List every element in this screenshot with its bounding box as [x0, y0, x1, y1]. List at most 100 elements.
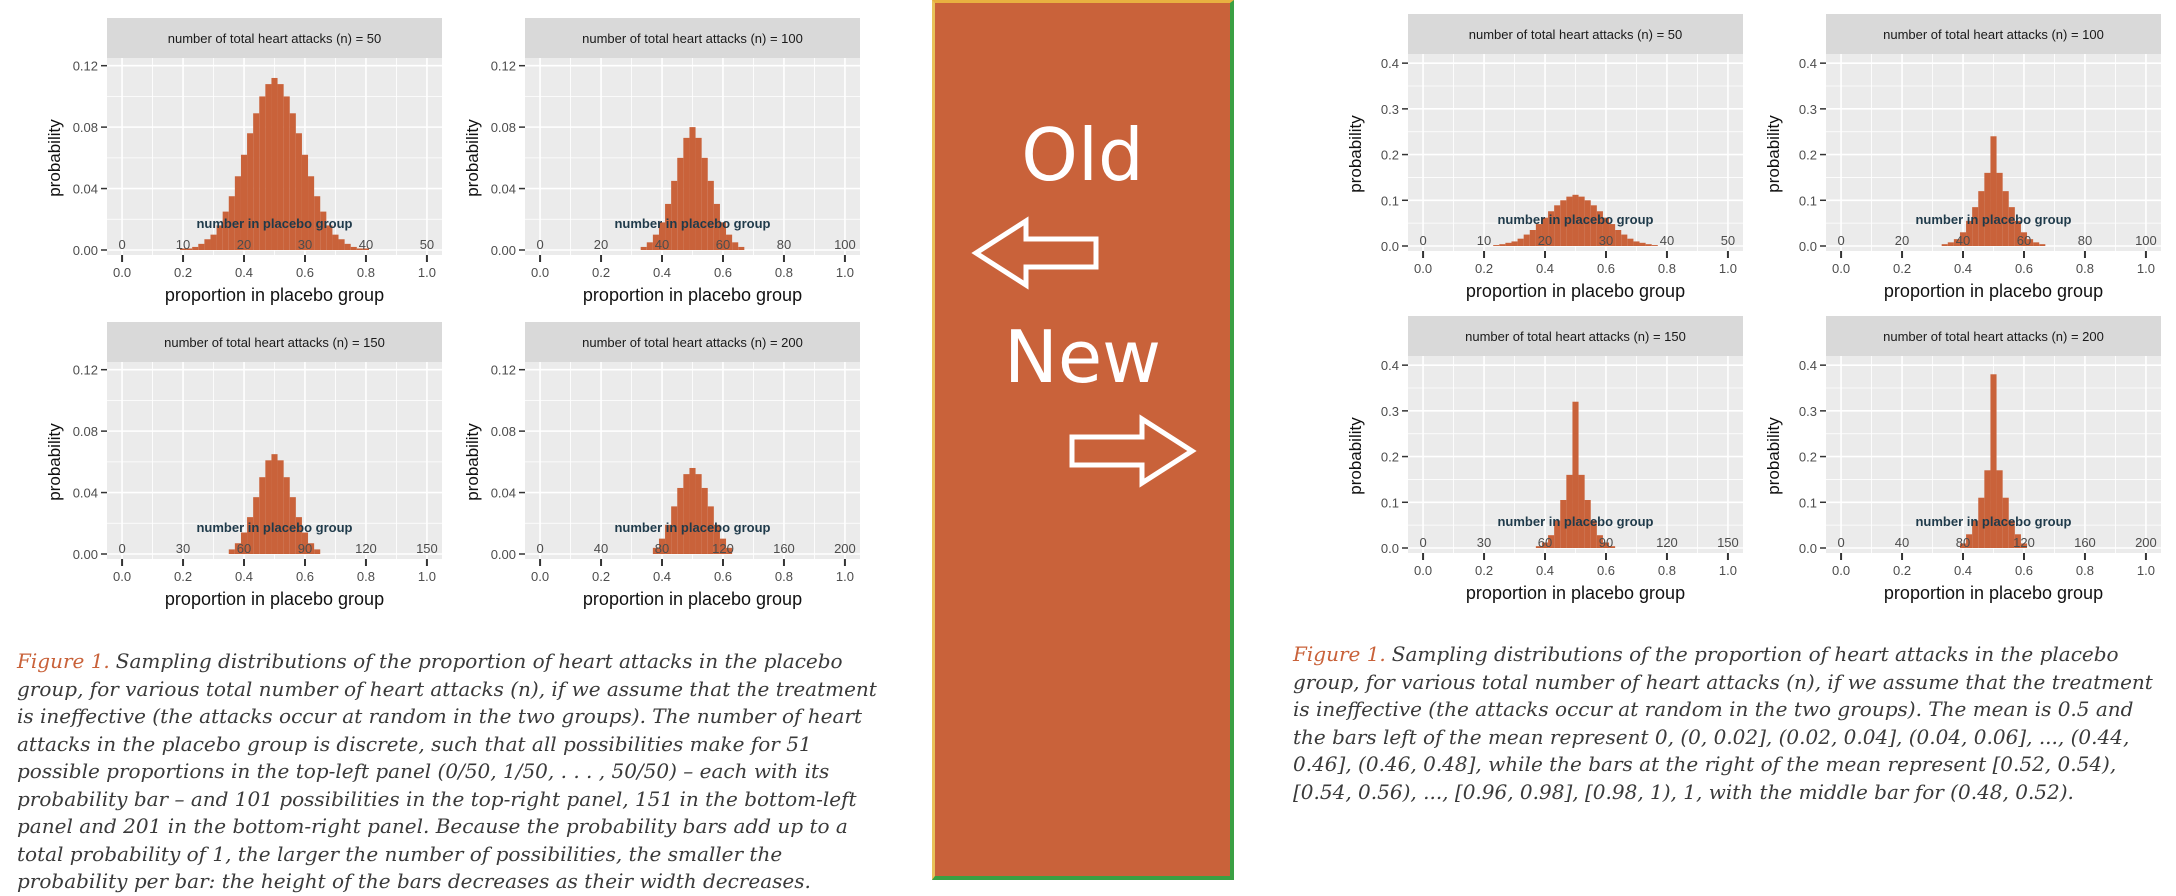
x-axis-title: proportion in placebo group	[165, 589, 384, 609]
x-tick-label: 0.8	[775, 569, 793, 584]
histogram-bar	[1984, 470, 1991, 548]
x-tick-label: 1.0	[2137, 563, 2155, 578]
y-axis-title: probability	[1346, 115, 1365, 193]
count-tick-label: 120	[1656, 535, 1678, 550]
old-caption-text: Sampling distributions of the proportion…	[17, 649, 877, 893]
x-axis-title: proportion in placebo group	[165, 285, 384, 305]
count-tick-label: 80	[2078, 233, 2092, 248]
x-tick-label: 0.6	[714, 265, 732, 280]
count-axis-title: number in placebo group	[1497, 212, 1653, 227]
x-tick-label: 0.2	[592, 569, 610, 584]
histogram-bar	[677, 487, 684, 554]
histogram-bar	[247, 517, 254, 554]
facet-strip	[525, 322, 860, 362]
count-tick-label: 30	[1477, 535, 1491, 550]
y-tick-label: 0.2	[1799, 450, 1817, 465]
histogram-bar	[1596, 211, 1603, 246]
histogram-bar	[1548, 535, 1555, 548]
histogram-bar	[289, 497, 296, 554]
x-tick-label: 0.2	[174, 569, 192, 584]
facet-strip	[107, 322, 442, 362]
histogram-bar	[271, 77, 278, 250]
facet-strip	[107, 18, 442, 58]
count-tick-label: 150	[416, 541, 438, 556]
histogram-bar	[356, 248, 363, 250]
count-axis-title: number in placebo group	[614, 216, 770, 231]
histogram-bar	[1572, 194, 1579, 246]
new-panel-n100: number of total heart attacks (n) = 100 0…	[1764, 14, 2161, 301]
count-tick-label: 60	[1538, 535, 1552, 550]
y-tick-label: 0.1	[1799, 193, 1817, 208]
histogram-bar	[1578, 196, 1585, 246]
x-tick-label: 0.0	[531, 265, 549, 280]
histogram-bar	[2014, 220, 2021, 246]
histogram-bar	[1590, 205, 1597, 246]
x-tick-label: 0.0	[113, 569, 131, 584]
histogram-bar	[179, 248, 187, 250]
facet-strip-label: number of total heart attacks (n) = 100	[582, 31, 803, 46]
x-tick-label: 0.8	[357, 569, 375, 584]
y-tick-label: 0.00	[491, 243, 516, 258]
histogram-bar	[314, 196, 321, 250]
histogram-bar	[247, 133, 254, 250]
histogram-bar	[726, 547, 733, 554]
x-tick-label: 0.4	[653, 265, 671, 280]
histogram-bar	[234, 543, 241, 554]
x-tick-label: 0.8	[357, 265, 375, 280]
histogram-bar	[689, 127, 696, 250]
x-tick-label: 0.4	[235, 265, 253, 280]
old-panel-n150: number of total heart attacks (n) = 150 0…	[45, 322, 442, 609]
histogram-bar	[652, 547, 659, 554]
histogram-bar	[683, 474, 690, 554]
histogram-bar	[1560, 500, 1567, 548]
y-tick-label: 0.4	[1799, 358, 1817, 373]
histogram-bar	[671, 506, 678, 554]
histogram-bar	[332, 234, 339, 250]
y-tick-label: 0.4	[1381, 56, 1399, 71]
x-tick-label: 0.0	[1832, 563, 1850, 578]
count-tick-label: 20	[237, 237, 251, 252]
count-tick-label: 60	[2017, 233, 2031, 248]
x-tick-label: 0.2	[592, 265, 610, 280]
count-tick-label: 90	[298, 541, 312, 556]
histogram-bar	[658, 222, 666, 250]
histogram-bar	[1517, 238, 1524, 246]
x-tick-label: 0.8	[2076, 563, 2094, 578]
count-axis-title: number in placebo group	[614, 520, 770, 535]
left-arrow-icon	[971, 216, 1099, 290]
histogram-bar	[1535, 224, 1542, 246]
count-tick-label: 200	[2135, 535, 2157, 550]
count-tick-label: 200	[834, 541, 856, 556]
x-axis-title: proportion in placebo group	[1466, 583, 1685, 603]
count-tick-label: 150	[1717, 535, 1739, 550]
histogram-bar	[314, 549, 321, 554]
x-axis-title: proportion in placebo group	[583, 285, 802, 305]
histogram-bar	[204, 239, 211, 250]
histogram-bar	[271, 454, 278, 554]
x-tick-label: 1.0	[836, 569, 854, 584]
histogram-bar	[646, 242, 653, 250]
histogram-bar	[1493, 245, 1500, 246]
histogram-bar	[1523, 234, 1530, 246]
histogram-bar	[707, 506, 714, 554]
x-tick-label: 0.4	[235, 569, 253, 584]
x-tick-label: 0.8	[2076, 261, 2094, 276]
histogram-bar	[701, 487, 708, 554]
histogram-bar	[240, 154, 248, 250]
y-tick-label: 0.0	[1799, 541, 1817, 556]
x-axis-title: proportion in placebo group	[1466, 281, 1685, 301]
x-axis-title: proportion in placebo group	[1884, 281, 2103, 301]
histogram-bar	[1996, 470, 2003, 548]
x-tick-label: 1.0	[1719, 261, 1737, 276]
y-tick-label: 0.0	[1799, 239, 1817, 254]
histogram-bar	[1972, 207, 1979, 246]
count-tick-label: 20	[1538, 233, 1552, 248]
y-tick-label: 0.1	[1799, 495, 1817, 510]
histogram-bar	[1602, 542, 1610, 548]
x-tick-label: 0.0	[1832, 261, 1850, 276]
count-tick-label: 10	[1477, 233, 1491, 248]
histogram-bar	[1996, 172, 2003, 246]
histogram-bar	[1541, 217, 1549, 246]
y-tick-label: 0.4	[1799, 56, 1817, 71]
y-tick-label: 0.00	[491, 547, 516, 562]
